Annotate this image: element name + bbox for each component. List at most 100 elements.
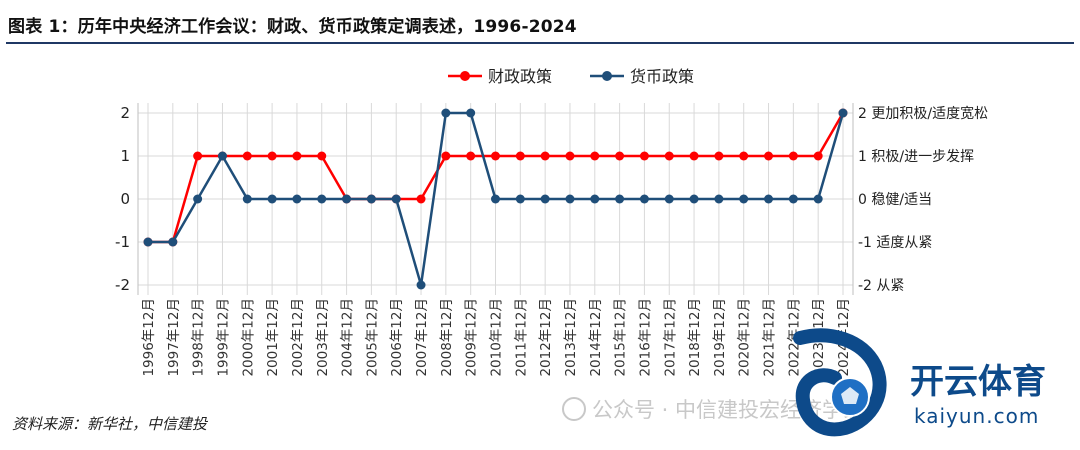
title-underline xyxy=(6,42,1074,44)
data-point xyxy=(714,194,724,204)
data-point xyxy=(565,151,575,161)
y-tick-label: -1 xyxy=(115,233,130,251)
x-tick-label: 1997年12月 xyxy=(166,298,182,377)
x-tick-label: 2014年12月 xyxy=(588,298,604,377)
x-tick-label: 2005年12月 xyxy=(364,298,380,377)
data-point xyxy=(689,151,699,161)
x-tick-label: 2019年12月 xyxy=(712,298,728,377)
data-point xyxy=(317,151,327,161)
data-point xyxy=(267,151,277,161)
data-point xyxy=(615,151,625,161)
x-tick-label: 2011年12月 xyxy=(513,298,529,377)
watermark-text: 公众号 · 中信建投宏经济学家 xyxy=(592,398,864,422)
brand-name: 开云体育 xyxy=(910,362,1046,402)
x-tick-label: 2003年12月 xyxy=(315,298,331,377)
x-tick-label: 2013年12月 xyxy=(563,298,579,377)
data-point xyxy=(143,237,153,247)
x-tick-label: 2002年12月 xyxy=(290,298,306,377)
x-tick-label: 1999年12月 xyxy=(215,298,231,377)
data-point xyxy=(441,151,451,161)
data-point xyxy=(466,108,476,118)
x-tick-label: 2018年12月 xyxy=(687,298,703,377)
data-point xyxy=(242,151,252,161)
data-point xyxy=(813,194,823,204)
chart-title: 图表 1：历年中央经济工作会议：财政、货币政策定调表述，1996-2024 xyxy=(8,17,577,37)
data-point xyxy=(689,194,699,204)
x-tick-label: 2006年12月 xyxy=(389,298,405,377)
data-point xyxy=(764,151,774,161)
x-tick-label: 2021年12月 xyxy=(762,298,778,377)
right-axis-label: -2 从紧 xyxy=(858,278,904,294)
x-tick-label: 2004年12月 xyxy=(340,298,356,377)
data-point xyxy=(813,151,823,161)
data-point xyxy=(391,194,401,204)
x-tick-label: 2007年12月 xyxy=(414,298,430,377)
legend-marker xyxy=(460,71,470,81)
data-point xyxy=(664,151,674,161)
data-point xyxy=(615,194,625,204)
x-tick-label: 2001年12月 xyxy=(265,298,281,377)
y-axis: 2 1 0 -1 -2 xyxy=(115,104,130,294)
right-axis-labels: 2 更加积极/适度宽松 1 积极/进一步发挥 0 稳健/适当 -1 适度从紧 -2 从紧 xyxy=(858,105,988,294)
data-point xyxy=(491,194,500,204)
right-axis-label: -1 适度从紧 xyxy=(858,235,932,251)
brand-url: kaiyun.com xyxy=(914,404,1039,428)
x-tick-label: 2017年12月 xyxy=(662,298,678,377)
data-point xyxy=(764,194,774,204)
x-tick-label: 2008年12月 xyxy=(439,298,455,377)
data-point xyxy=(193,194,203,204)
data-point xyxy=(515,151,525,161)
x-tick-label: 2015年12月 xyxy=(613,298,629,377)
data-point xyxy=(540,151,550,161)
legend-marker xyxy=(602,71,612,81)
legend: 财政政策 货币政策 xyxy=(448,67,694,86)
data-point xyxy=(515,194,525,204)
data-point xyxy=(242,194,252,204)
x-tick-label: 2000年12月 xyxy=(240,298,256,377)
data-point xyxy=(441,108,451,118)
x-axis: 1996年12月 1997年12月 1998年12月 1999年12月 2000年12月… xyxy=(141,298,852,377)
data-point xyxy=(217,151,227,161)
data-point xyxy=(193,151,203,161)
legend-label: 货币政策 xyxy=(630,67,694,86)
y-tick-label: 0 xyxy=(120,190,130,208)
data-point xyxy=(292,151,302,161)
data-point xyxy=(416,194,426,204)
y-tick-label: -2 xyxy=(115,276,130,294)
data-point xyxy=(168,237,178,247)
data-point xyxy=(739,151,749,161)
x-tick-label: 2012年12月 xyxy=(538,298,554,377)
data-point xyxy=(317,194,327,204)
data-point xyxy=(491,151,500,161)
series-layer xyxy=(143,108,848,290)
data-point xyxy=(590,151,600,161)
data-point xyxy=(838,108,848,118)
data-point xyxy=(416,280,426,290)
x-tick-label: 2009年12月 xyxy=(464,298,480,377)
right-axis-label: 0 稳健/适当 xyxy=(858,192,932,208)
x-tick-label: 2010年12月 xyxy=(489,298,505,377)
data-point xyxy=(739,194,749,204)
x-tick-label: 2016年12月 xyxy=(637,298,653,377)
data-point xyxy=(788,151,798,161)
data-point xyxy=(366,194,376,204)
x-tick-label: 1998年12月 xyxy=(191,298,207,377)
data-point xyxy=(292,194,302,204)
data-point xyxy=(565,194,575,204)
data-point xyxy=(639,194,649,204)
data-point xyxy=(664,194,674,204)
data-point xyxy=(639,151,649,161)
brand-logo: 开云体育 kaiyun.com xyxy=(793,328,1046,437)
y-tick-label: 1 xyxy=(120,147,130,165)
x-tick-label: 2020年12月 xyxy=(737,298,753,377)
data-point xyxy=(267,194,277,204)
right-axis-label: 2 更加积极/适度宽松 xyxy=(858,105,988,122)
data-point xyxy=(540,194,550,204)
data-point xyxy=(788,194,798,204)
right-axis-label: 1 积极/进一步发挥 xyxy=(858,149,974,165)
x-tick-label: 1996年12月 xyxy=(141,298,157,377)
data-point xyxy=(714,151,724,161)
y-tick-label: 2 xyxy=(120,104,130,122)
data-point xyxy=(590,194,600,204)
